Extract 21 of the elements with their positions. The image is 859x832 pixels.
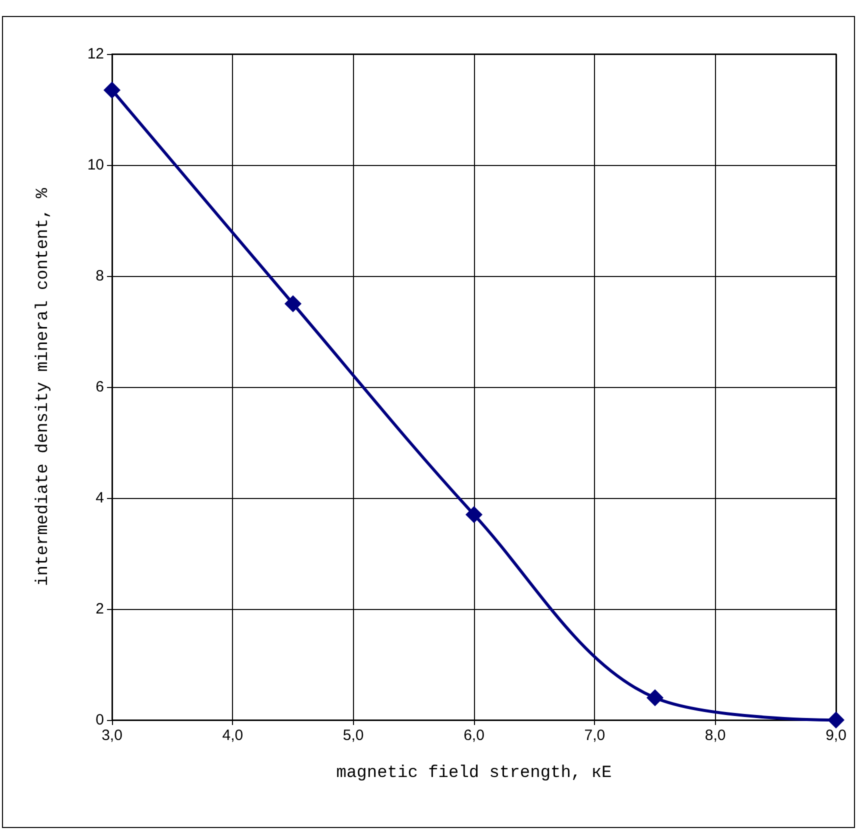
x-tick-label: 9,0 <box>826 727 846 744</box>
y-tick-label: 8 <box>96 268 104 284</box>
y-tick-label: 4 <box>96 490 104 506</box>
x-tick-label: 6,0 <box>464 727 484 744</box>
y-tick-label: 2 <box>96 600 104 618</box>
y-axis-title: intermediate density mineral content, % <box>34 187 53 586</box>
point <box>284 295 302 312</box>
x-tick-label: 3,0 <box>102 727 122 744</box>
x-axis-title: magnetic field strength, кЕ <box>336 764 612 783</box>
y-tick-label: 0 <box>96 712 104 728</box>
point <box>466 506 482 524</box>
point <box>104 82 120 99</box>
y-tick-label: 12 <box>87 46 104 62</box>
x-tick-label: 8,0 <box>704 727 726 744</box>
point <box>828 712 844 728</box>
y-tick-label: 6 <box>96 378 104 396</box>
x-tick-label: 4,0 <box>222 727 244 744</box>
point <box>646 689 664 706</box>
y-tick-label: 10 <box>87 156 104 174</box>
x-tick-label: 7,0 <box>584 727 606 744</box>
x-tick-label: 5,0 <box>342 727 364 744</box>
